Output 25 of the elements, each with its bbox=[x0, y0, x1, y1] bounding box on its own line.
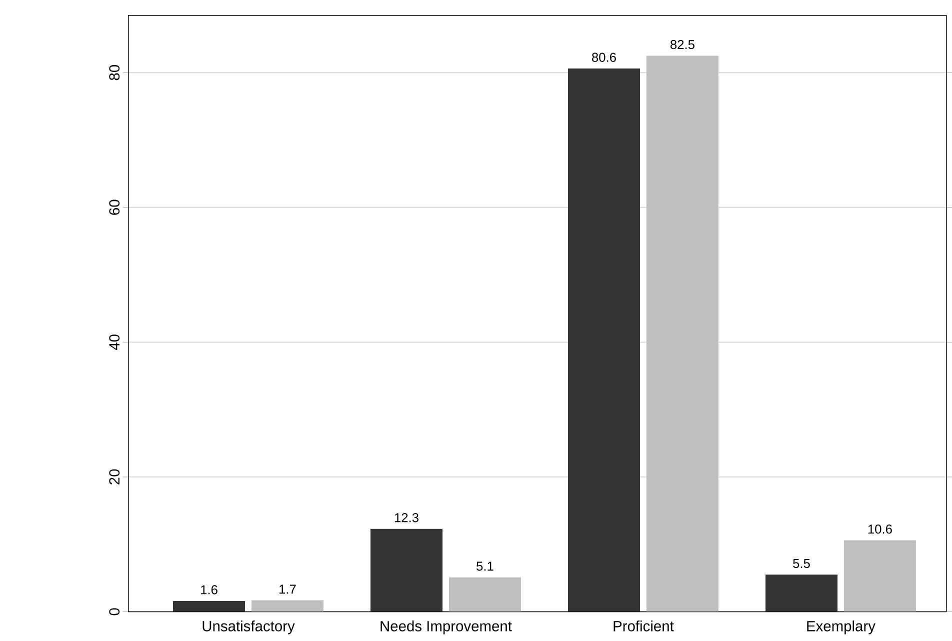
y-tick-label: 40 bbox=[109, 334, 120, 350]
y-tick-label: 60 bbox=[109, 200, 120, 215]
data-label: 5.5 bbox=[793, 559, 810, 568]
bar bbox=[251, 600, 324, 612]
bar bbox=[448, 578, 521, 612]
x-tick-label: Proficient bbox=[614, 620, 674, 632]
data-label: 10.6 bbox=[868, 524, 892, 534]
bar bbox=[173, 601, 246, 612]
bar bbox=[844, 540, 916, 612]
data-label: 1.7 bbox=[280, 584, 296, 594]
data-label: 5.1 bbox=[476, 562, 494, 571]
bar bbox=[646, 56, 718, 612]
bar bbox=[370, 528, 443, 612]
y-tick-label: 0 bbox=[109, 608, 120, 616]
x-tick-label: Needs Improvement bbox=[380, 620, 512, 634]
data-label: 82.5 bbox=[670, 40, 694, 50]
y-tick-label: 20 bbox=[109, 469, 120, 485]
data-label: 80.6 bbox=[592, 52, 616, 62]
x-tick-label: Exemplary bbox=[807, 620, 876, 634]
data-label: 1.6 bbox=[201, 585, 218, 594]
x-tick-label: Unsatisfactory bbox=[202, 620, 295, 634]
data-label: 12.3 bbox=[394, 513, 418, 522]
bar bbox=[765, 574, 838, 612]
y-tick-label: 80 bbox=[109, 65, 120, 80]
bar bbox=[568, 68, 640, 612]
